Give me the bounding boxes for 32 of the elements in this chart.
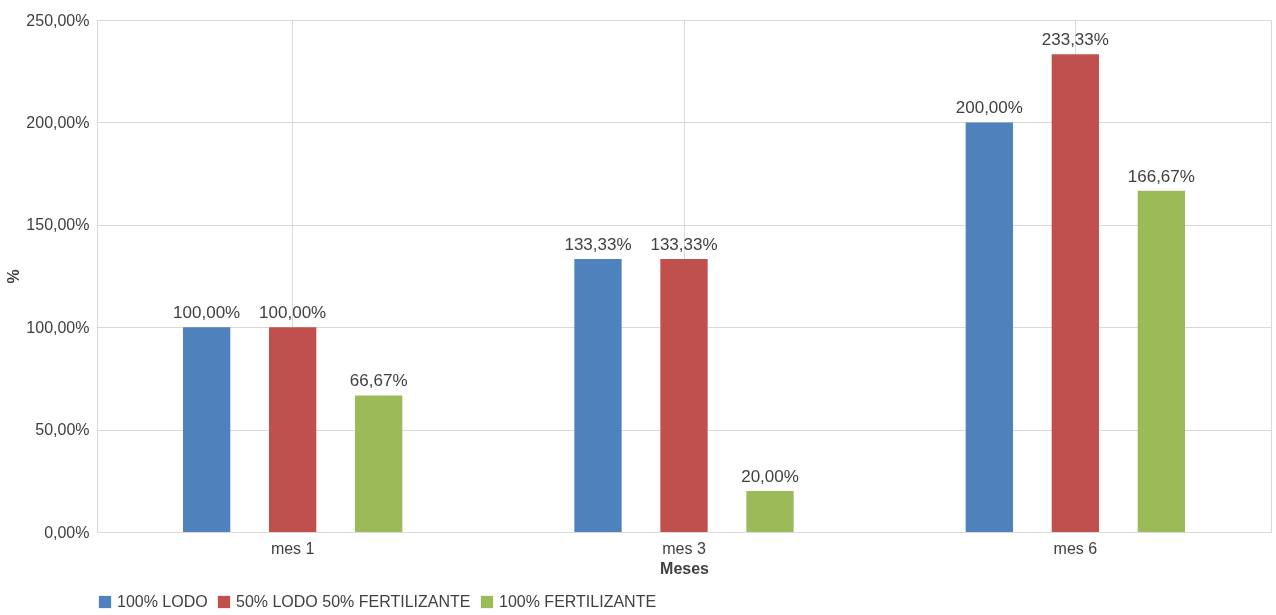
x-tick-label: mes 6 (1053, 539, 1098, 557)
bar (355, 395, 403, 532)
data-label: 133,33% (650, 234, 718, 254)
legend-label: 100% LODO (117, 593, 208, 610)
bar (1137, 190, 1185, 532)
bar (1051, 54, 1099, 532)
y-tick-label: 100,00% (26, 318, 90, 336)
x-tick-label: mes 1 (270, 539, 315, 557)
data-label: 200,00% (955, 98, 1023, 118)
bar (660, 258, 708, 532)
data-label: 100,00% (259, 303, 327, 323)
y-axis-title: % (5, 269, 23, 284)
data-label: 20,00% (741, 467, 799, 487)
data-label: 100,00% (173, 303, 241, 323)
y-tick-label: 250,00% (26, 11, 90, 29)
data-label: 66,67% (349, 371, 408, 391)
data-label: 166,67% (1127, 166, 1195, 186)
bar (746, 491, 794, 532)
data-label: 233,33% (1041, 30, 1109, 50)
x-tick-label: mes 3 (662, 539, 706, 557)
legend-label: 50% LODO 50% FERTILIZANTE (236, 593, 471, 610)
bar (269, 327, 317, 532)
x-axis-title: Meses (660, 559, 710, 577)
y-tick-label: 0,00% (44, 523, 90, 541)
bar (574, 258, 622, 532)
bar (183, 327, 231, 532)
y-tick-label: 200,00% (26, 113, 90, 131)
y-tick-label: 150,00% (26, 216, 90, 234)
y-tick-label: 50,00% (35, 421, 90, 439)
legend-label: 100% FERTILIZANTE (499, 593, 657, 610)
data-label: 133,33% (564, 234, 632, 254)
bar (965, 122, 1013, 532)
